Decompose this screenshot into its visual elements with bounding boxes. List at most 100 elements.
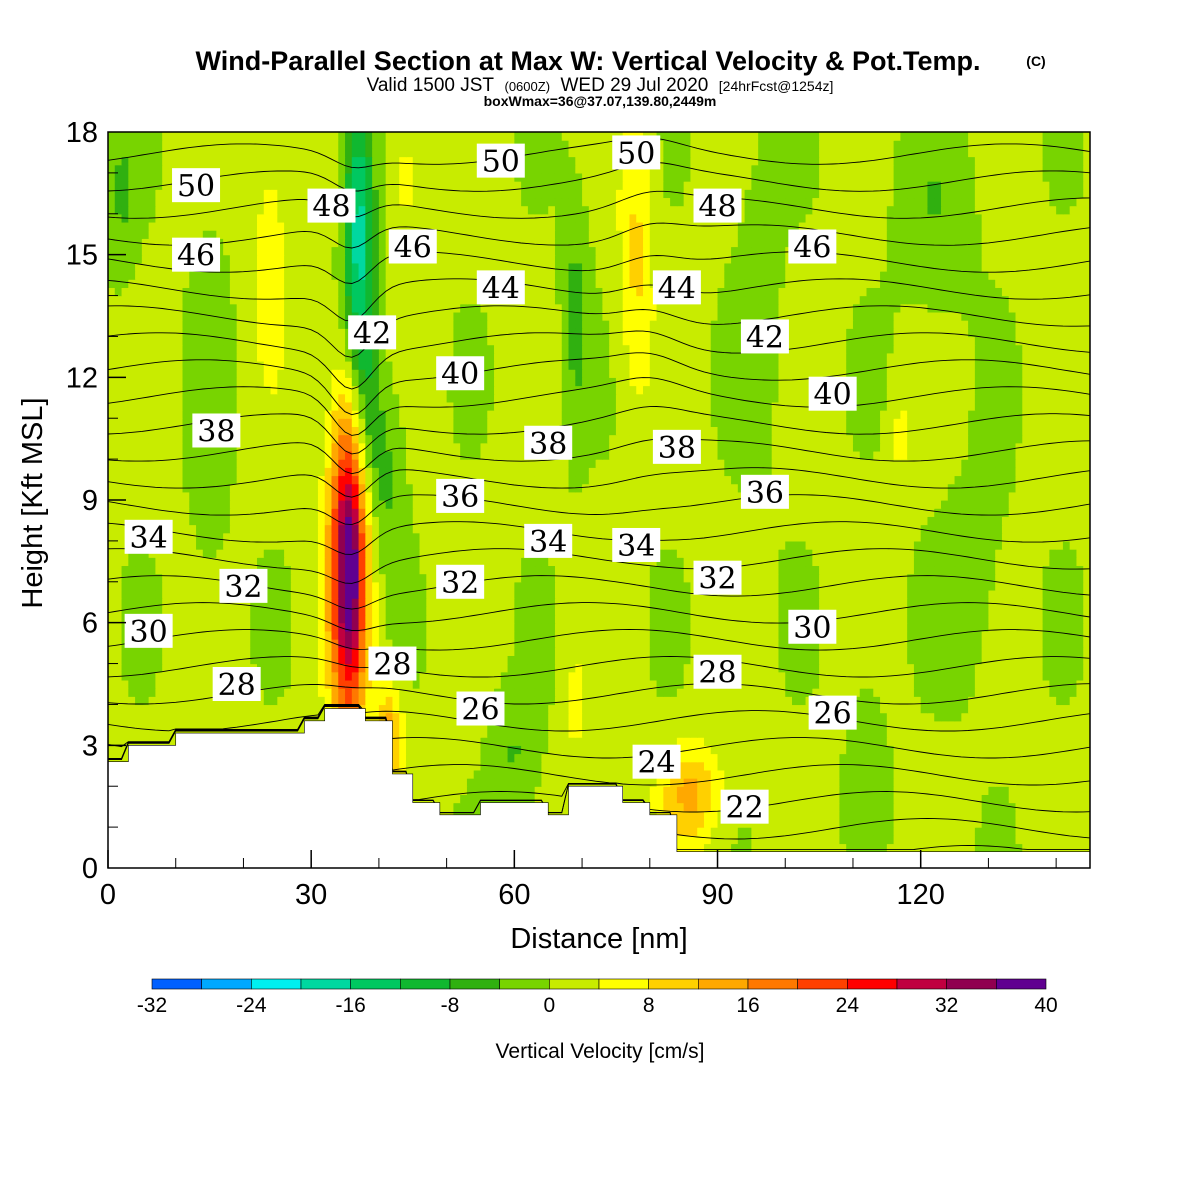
heat-cell <box>927 728 935 738</box>
heat-cell <box>724 761 732 771</box>
heat-cell <box>500 655 509 665</box>
heat-cell <box>778 810 786 820</box>
heat-cell <box>351 606 360 616</box>
heat-cell <box>670 663 678 673</box>
heat-cell <box>683 794 692 804</box>
heat-cell <box>785 598 793 607</box>
heat-cell <box>1029 688 1037 697</box>
heat-cell <box>575 639 583 648</box>
heat-cell <box>1042 704 1050 714</box>
heat-cell <box>494 581 502 591</box>
heat-cell <box>412 655 421 665</box>
heat-cell <box>223 655 231 665</box>
heat-cell <box>433 639 441 648</box>
heat-cell <box>290 622 299 632</box>
heat-cell <box>433 606 441 616</box>
heat-cell <box>764 696 773 706</box>
heat-cell <box>751 639 759 648</box>
heat-cell <box>636 712 644 722</box>
heat-cell <box>1062 704 1071 714</box>
heat-cell <box>751 696 759 706</box>
heat-cell <box>751 745 759 755</box>
heat-cell <box>155 712 163 722</box>
heat-cell <box>954 835 962 845</box>
heat-cell <box>460 598 468 607</box>
heat-cell <box>575 655 583 665</box>
heat-cell <box>798 745 807 755</box>
heat-cell <box>284 614 292 624</box>
heat-cell <box>1008 778 1017 787</box>
heat-cell <box>825 761 834 771</box>
heat-cell <box>785 720 793 730</box>
heat-cell <box>399 581 407 591</box>
heat-cell <box>331 598 339 607</box>
heat-cell <box>521 728 529 738</box>
heat-cell <box>927 737 935 746</box>
heat-cell <box>880 778 888 787</box>
heat-cell <box>968 688 976 697</box>
heat-cell <box>575 737 583 746</box>
heat-cell <box>954 589 962 599</box>
heat-cell <box>988 843 996 853</box>
heat-cell <box>155 589 163 599</box>
heat-cell <box>927 655 935 665</box>
heat-cell <box>284 720 292 730</box>
heat-cell <box>649 696 658 706</box>
heat-cell <box>798 843 807 853</box>
heat-cell <box>162 663 170 673</box>
heat-cell <box>426 639 434 648</box>
heat-cell <box>433 663 441 673</box>
heat-cell <box>927 810 935 820</box>
heat-cell <box>554 622 563 632</box>
heat-cell <box>399 704 407 714</box>
heat-cell <box>1076 843 1084 853</box>
heat-cell <box>636 598 644 607</box>
heat-cell <box>460 606 468 616</box>
heat-cell <box>663 737 671 746</box>
heat-cell <box>304 704 312 714</box>
heat-cell <box>961 778 969 787</box>
heat-cell <box>595 679 603 689</box>
heat-cell <box>839 786 847 795</box>
heat-cell <box>934 598 942 607</box>
heat-cell <box>311 704 319 714</box>
heat-cell <box>880 647 888 656</box>
heat-cell <box>588 647 597 656</box>
heat-cell <box>758 614 766 624</box>
heat-cell <box>690 712 698 722</box>
heat-cell <box>263 663 272 673</box>
heat-cell <box>968 712 976 722</box>
heat-cell <box>168 696 177 706</box>
heat-cell <box>1042 745 1050 755</box>
heat-cell <box>297 639 305 648</box>
heat-cell <box>588 720 597 730</box>
heat-cell <box>439 745 448 755</box>
heat-cell <box>202 663 211 673</box>
heat-cell <box>121 589 129 599</box>
heat-cell <box>852 818 861 828</box>
heat-cell <box>128 598 136 607</box>
heat-cell <box>758 843 766 853</box>
heat-cell <box>941 696 949 706</box>
heat-cell <box>229 614 238 624</box>
heat-cell <box>345 696 353 706</box>
heat-cell <box>216 655 224 665</box>
heat-cell <box>162 606 170 616</box>
heat-cell <box>494 761 502 771</box>
heat-cell <box>954 753 962 763</box>
heat-cell <box>927 622 935 632</box>
heat-cell <box>582 720 590 730</box>
heat-cell <box>697 843 705 853</box>
heat-cell <box>968 679 976 689</box>
heat-cell <box>974 745 983 755</box>
heat-cell <box>514 671 522 681</box>
heat-cell <box>615 614 624 624</box>
heat-cell <box>521 704 529 714</box>
heat-cell <box>1022 827 1030 836</box>
heat-cell <box>588 671 597 681</box>
heat-cell <box>541 589 549 599</box>
heat-cell <box>954 712 962 722</box>
heat-cell <box>141 598 150 607</box>
heat-cell <box>324 696 333 706</box>
heat-cell <box>947 622 956 632</box>
